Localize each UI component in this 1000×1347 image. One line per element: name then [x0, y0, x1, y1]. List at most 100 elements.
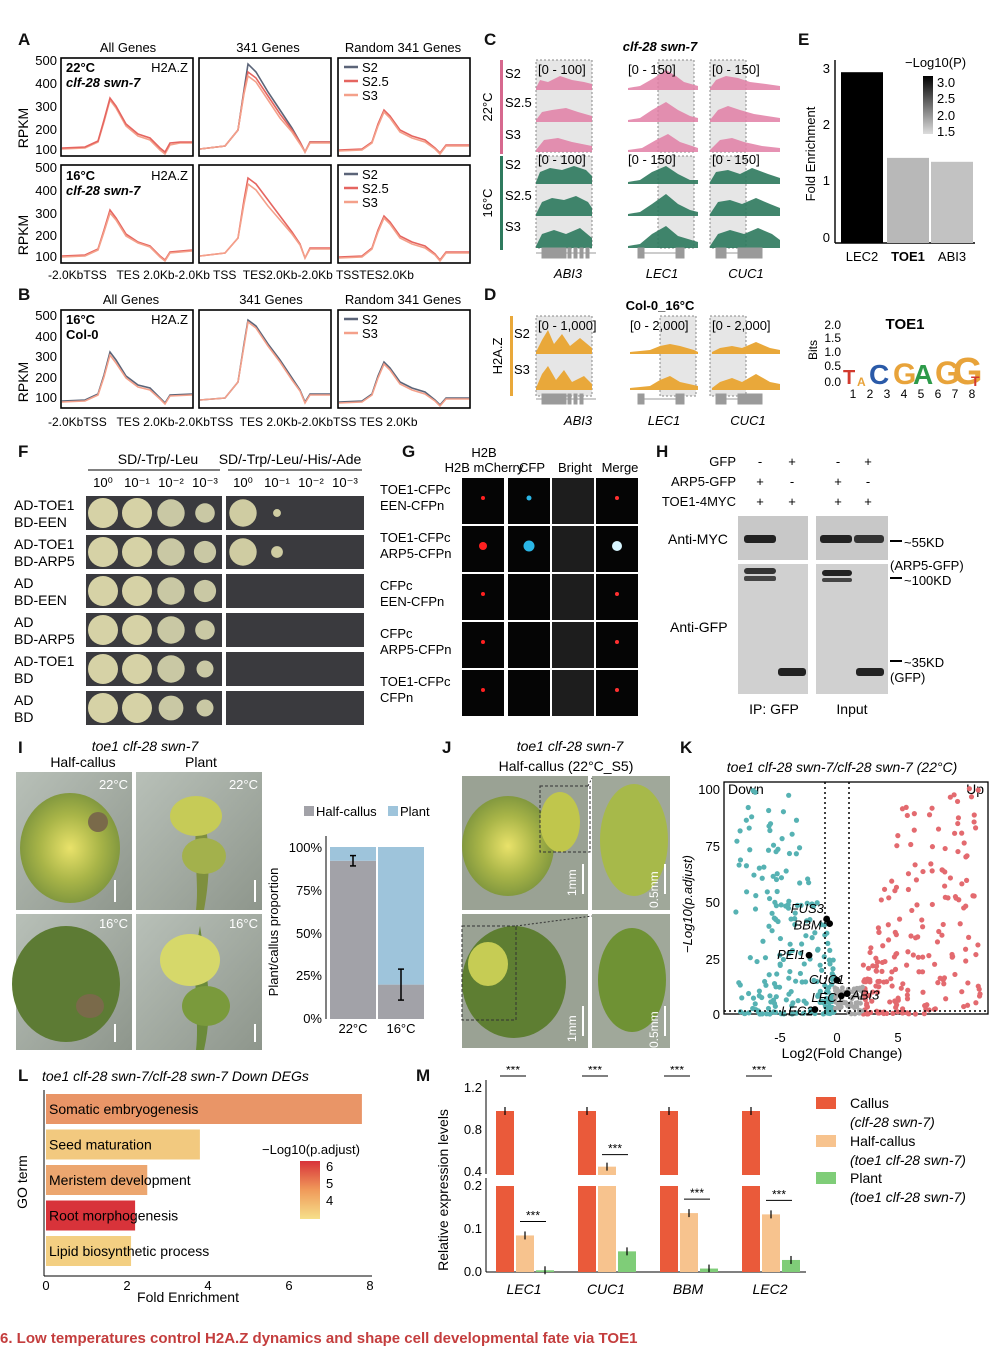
panel-f-plate-right — [226, 613, 364, 647]
panel-k-point — [904, 996, 911, 1002]
svg-text:10⁻³: 10⁻³ — [192, 475, 218, 490]
panel-k-point — [919, 969, 926, 975]
panel-k-point — [887, 999, 893, 1005]
svg-text:500: 500 — [35, 308, 57, 323]
panel-k-point — [759, 994, 765, 1001]
panel-k-point — [975, 787, 981, 793]
panel-j-title: toe1 clf-28 swn-7 — [517, 738, 625, 754]
panel-b-ylabel: RPKM — [15, 362, 31, 402]
panel-k-point — [975, 942, 981, 948]
panel-k-point — [961, 840, 967, 846]
panel-g-merge-signal — [615, 592, 619, 596]
svg-text:10⁻²: 10⁻² — [298, 475, 324, 490]
svg-text:2.5: 2.5 — [937, 91, 955, 106]
panel-k-point — [952, 830, 958, 836]
panel-k-point — [786, 975, 792, 981]
panel-m-sig-label: *** — [752, 1066, 766, 1077]
panel-k-point — [874, 959, 881, 965]
svg-text:25: 25 — [706, 952, 720, 967]
panel-d-ylabel: H2A.Z — [490, 338, 505, 375]
panel-k-point — [869, 998, 875, 1004]
panel-k-point — [736, 980, 742, 986]
panel-k-point — [749, 814, 755, 820]
panel-k-point — [862, 979, 868, 985]
panel-k-point — [929, 868, 935, 874]
panel-k-point — [952, 894, 959, 900]
panel-h-label: H — [656, 442, 669, 461]
panel-k-point — [878, 897, 884, 903]
svg-text:200: 200 — [35, 370, 57, 385]
panel-k-point — [756, 988, 762, 994]
panel-g-merge-signal — [615, 640, 619, 644]
panel-k-point — [807, 917, 813, 923]
panel-b-yticks: 500 400 300 200 100 — [35, 308, 57, 405]
svg-text:0.0: 0.0 — [824, 375, 841, 389]
panel-k-point — [912, 1011, 919, 1017]
panel-g-merge-signal — [612, 541, 622, 551]
panel-k-point — [905, 871, 912, 877]
panel-e-bar — [887, 157, 929, 243]
svg-text:100: 100 — [35, 390, 57, 405]
panel-k-point — [827, 947, 833, 953]
panel-a-row2-curves — [61, 176, 469, 263]
panel-d-tracks: Col-0_16°C H2A.Z S2 S3 [0 - 1,000] [0 - … — [490, 298, 780, 428]
panel-k-point — [966, 934, 972, 940]
panel-k-title: toe1 clf-28 swn-7/clf-28 swn-7 (22°C) — [727, 759, 957, 775]
panel-f-row-label-bd: BD-ARP5 — [14, 631, 75, 647]
panel-k-point — [829, 992, 835, 998]
panel-k-point — [884, 979, 890, 985]
panel-k-point — [862, 992, 868, 999]
panel-f-colony — [122, 615, 152, 645]
svg-text:-: - — [758, 454, 762, 469]
panel-l-term: Somatic embryogenesis — [49, 1101, 198, 1117]
panel-f-label: F — [18, 442, 29, 461]
panel-d-gene-names: ABI3 LEC1 CUC1 — [563, 413, 766, 428]
panel-c-ranges: [0 - 100] [0 - 150] [0 - 150] [0 - 100] … — [538, 62, 760, 167]
panel-i-col-plant: Plant — [185, 754, 217, 770]
panel-k-point — [792, 921, 798, 928]
panel-m-legend: Callus (clf-28 swn-7) Half-callus (toe1 … — [816, 1095, 966, 1205]
panel-k-point — [881, 886, 888, 892]
panel-k-point-ns — [841, 1000, 847, 1006]
panel-c-stage-labels: S2 S2.5 S3 S2 S2.5 S3 — [505, 66, 532, 234]
panel-k-point — [929, 805, 935, 811]
panel-k-point — [827, 1004, 833, 1010]
panel-l-title: toe1 clf-28 swn-7/clf-28 swn-7 Down DEGs — [42, 1068, 309, 1084]
svg-text:10⁰: 10⁰ — [93, 475, 113, 490]
panel-g-nucleus — [481, 496, 485, 500]
panel-k-gene-label: ABI3 — [850, 988, 880, 1003]
panel-g-image — [508, 670, 550, 716]
svg-text:A: A — [913, 359, 933, 390]
panel-k-point — [766, 895, 773, 902]
panel-k-point — [809, 935, 815, 941]
svg-text:CUC1: CUC1 — [728, 266, 763, 281]
panel-k-point — [756, 865, 762, 871]
svg-text:S2.5: S2.5 — [505, 95, 532, 110]
panel-k-label: K — [680, 738, 693, 757]
panel-l-bars — [46, 1094, 362, 1266]
svg-text:1: 1 — [850, 387, 857, 401]
panel-b-legend: S2 S3 — [344, 312, 378, 341]
panel-k-point — [895, 833, 901, 839]
panel-m-gene: LEC2 — [752, 1281, 787, 1297]
panel-k-point — [752, 789, 758, 795]
svg-text:50: 50 — [706, 895, 720, 910]
panel-d-stage-labels: S2 S3 — [514, 326, 530, 377]
panel-k-point — [895, 995, 901, 1001]
panel-k-point — [793, 817, 800, 823]
panel-m-sig-label: *** — [588, 1066, 602, 1077]
panel-m-bar-bottom — [578, 1186, 596, 1272]
panel-c-label: C — [484, 30, 497, 49]
panel-f-colony — [122, 693, 152, 723]
panel-i-bar-half-callus — [330, 860, 376, 1019]
panel-k-point — [972, 825, 979, 831]
panel-h-anti-gfp: Anti-GFP — [670, 619, 728, 635]
svg-text:0.5mm: 0.5mm — [647, 1011, 661, 1048]
panel-j-label: J — [442, 738, 452, 757]
panel-k-point — [896, 916, 903, 922]
panel-e-motif-positions: 1 2 3 4 5 6 7 8 — [850, 387, 976, 401]
panel-k-point — [774, 888, 780, 895]
panel-e-color-scale — [923, 76, 933, 134]
panel-m-bar — [618, 1251, 636, 1272]
panel-f-row-label-ad: AD-TOE1 — [14, 497, 75, 513]
